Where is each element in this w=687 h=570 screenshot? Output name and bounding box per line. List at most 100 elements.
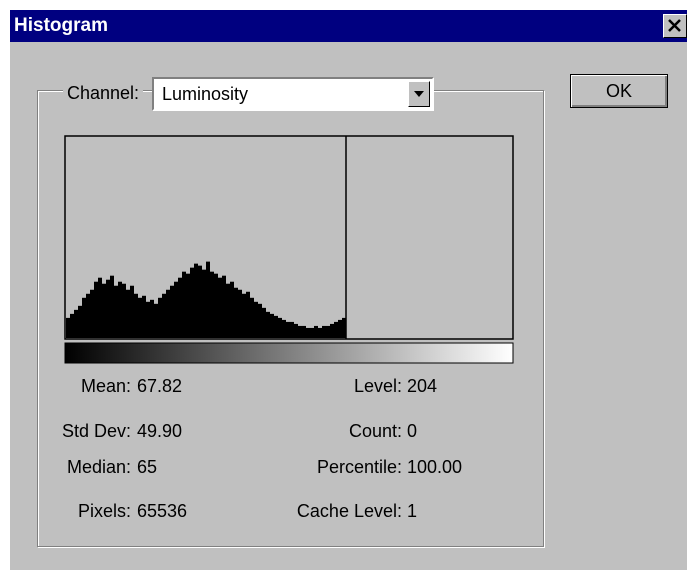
histogram-bar [254, 301, 258, 338]
histogram-bar [318, 327, 322, 338]
histogram-bar [202, 269, 206, 338]
stat-value: 1 [407, 501, 418, 521]
stat-label: Count: [348, 421, 402, 441]
stat-value: 0 [407, 421, 418, 441]
histogram-bar [110, 275, 114, 338]
histogram-bar [330, 323, 334, 338]
stat-label: Median: [66, 457, 131, 477]
dialog-title: Histogram [14, 15, 108, 36]
histogram-bar [310, 327, 314, 338]
stat-value: 49.90 [137, 421, 183, 441]
histogram-bar [326, 325, 330, 338]
histogram-bar [190, 267, 194, 338]
histogram-bar [106, 279, 110, 338]
histogram-bar [86, 293, 90, 338]
histogram-bar [130, 285, 134, 338]
histogram-bar [78, 305, 82, 338]
channel-value: Luminosity [162, 84, 249, 104]
histogram-bar [154, 303, 158, 338]
stat-label: Cache Level: [296, 501, 402, 521]
histogram-bar [178, 277, 182, 338]
histogram-bar [126, 289, 130, 338]
histogram-bar [90, 289, 94, 338]
histogram-bar [286, 321, 290, 338]
histogram-bar [306, 327, 310, 338]
histogram-bar [170, 285, 174, 338]
stat-value: 100.00 [407, 457, 463, 477]
histogram-bar [94, 281, 98, 338]
histogram-bar [274, 315, 278, 338]
stat-value: 67.82 [137, 376, 183, 396]
stat-value: 65536 [137, 501, 188, 521]
histogram-bar [246, 291, 250, 338]
close-icon [668, 19, 681, 32]
histogram-bar [258, 303, 262, 338]
histogram-bar [186, 273, 190, 338]
histogram-bar [102, 283, 106, 338]
histogram-bar [250, 297, 254, 338]
histogram-bar [278, 317, 282, 338]
stat-label: Percentile: [316, 457, 402, 477]
histogram-bar [334, 321, 338, 338]
histogram-bar [142, 295, 146, 338]
histogram-bar [66, 317, 70, 338]
histogram-bar [218, 277, 222, 338]
histogram-bar [294, 323, 298, 338]
histogram-bar [194, 263, 198, 338]
histogram-bar [174, 281, 178, 338]
histogram-bar [134, 293, 138, 338]
histogram-bar [118, 281, 122, 338]
histogram-bar [222, 275, 226, 338]
histogram-bar [230, 281, 234, 338]
histogram-bar [210, 271, 214, 338]
close-button[interactable] [663, 14, 687, 38]
histogram-bar [266, 311, 270, 338]
histogram-bar [270, 313, 274, 338]
histogram-bar [138, 297, 142, 338]
stat-value: 65 [137, 457, 158, 477]
gradient-bar [64, 342, 514, 364]
histogram-bar [158, 297, 162, 338]
histogram-bar [298, 325, 302, 338]
histogram-bar [206, 261, 210, 338]
histogram-bar [98, 277, 102, 338]
stat-value: 204 [407, 376, 438, 396]
histogram-bar [226, 283, 230, 338]
histogram-bar [122, 283, 126, 338]
stat-label: Level: [353, 376, 402, 396]
histogram-bar [322, 325, 326, 338]
stat-label: Mean: [80, 376, 131, 396]
channel-label: Channel: [63, 83, 144, 104]
channel-group: Channel: Luminosity Mean: 67.82 Std Dev: 49… [37, 77, 544, 547]
dropdown-arrow[interactable] [408, 81, 430, 107]
histogram-bar [198, 265, 202, 338]
histogram-bar [74, 309, 78, 338]
histogram-bar [302, 325, 306, 338]
stat-label: Pixels: [77, 501, 131, 521]
ok-button[interactable]: OK [570, 74, 668, 108]
histogram [64, 135, 514, 364]
stat-label: Std Dev: [61, 421, 131, 441]
histogram-bar [146, 301, 150, 338]
histogram-bar [262, 307, 266, 338]
histogram-bar [182, 271, 186, 338]
histogram-bar [82, 297, 86, 338]
channel-dropdown[interactable]: Luminosity [152, 77, 434, 111]
histogram-bar [114, 285, 118, 338]
histogram-bar [314, 325, 318, 338]
histogram-bar [234, 287, 238, 338]
histogram-bar [338, 319, 342, 338]
histogram-bar [282, 319, 286, 338]
histogram-bar [214, 273, 218, 338]
title-bar: Histogram [10, 10, 687, 42]
dialog-window: Histogram OK Channel: Luminosity Mean: 67… [8, 8, 687, 570]
histogram-bar [242, 293, 246, 338]
histogram-bar [162, 293, 166, 338]
histogram-bar [342, 317, 346, 338]
histogram-bar [166, 289, 170, 338]
arrow-icon [414, 91, 424, 97]
histogram-bar [290, 321, 294, 338]
histogram-bar [70, 313, 74, 338]
histogram-bar [150, 299, 154, 338]
